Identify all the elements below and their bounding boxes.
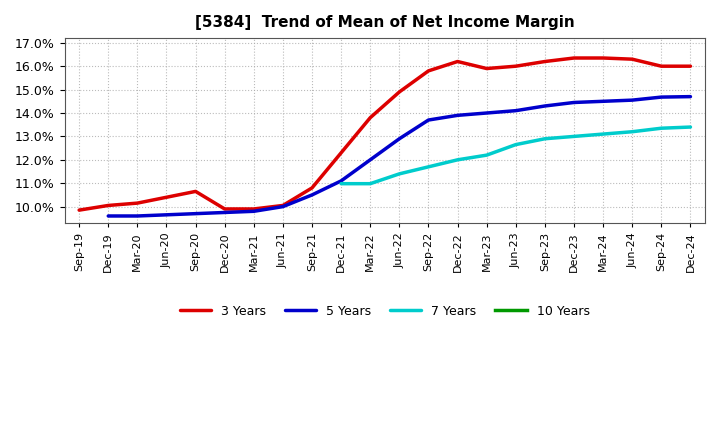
3 Years	[482, 66, 491, 71]
7 Years	[686, 125, 695, 130]
5 Years	[395, 136, 404, 141]
5 Years	[511, 108, 520, 114]
7 Years	[454, 157, 462, 162]
5 Years	[541, 103, 549, 109]
5 Years	[599, 99, 608, 104]
5 Years	[307, 192, 316, 198]
Title: [5384]  Trend of Mean of Net Income Margin: [5384] Trend of Mean of Net Income Margi…	[195, 15, 575, 30]
5 Years	[686, 94, 695, 99]
5 Years	[220, 210, 229, 215]
5 Years	[424, 117, 433, 123]
3 Years	[657, 63, 666, 69]
7 Years	[337, 181, 346, 186]
3 Years	[454, 59, 462, 64]
5 Years	[250, 209, 258, 214]
3 Years	[337, 150, 346, 155]
3 Years	[162, 194, 171, 200]
5 Years	[279, 204, 287, 209]
5 Years	[482, 110, 491, 116]
3 Years	[133, 201, 142, 206]
Line: 7 Years: 7 Years	[341, 127, 690, 183]
7 Years	[657, 125, 666, 131]
3 Years	[366, 115, 374, 120]
5 Years	[133, 213, 142, 219]
7 Years	[570, 134, 578, 139]
7 Years	[395, 171, 404, 176]
3 Years	[220, 206, 229, 212]
3 Years	[250, 206, 258, 212]
7 Years	[424, 164, 433, 169]
3 Years	[628, 56, 636, 62]
5 Years	[628, 98, 636, 103]
3 Years	[104, 203, 112, 208]
3 Years	[395, 89, 404, 95]
Line: 5 Years: 5 Years	[108, 97, 690, 216]
5 Years	[570, 100, 578, 105]
3 Years	[511, 63, 520, 69]
3 Years	[307, 185, 316, 191]
3 Years	[424, 68, 433, 73]
5 Years	[337, 178, 346, 183]
3 Years	[279, 203, 287, 208]
5 Years	[104, 213, 112, 219]
5 Years	[162, 212, 171, 217]
3 Years	[599, 55, 608, 61]
7 Years	[541, 136, 549, 141]
3 Years	[75, 208, 84, 213]
5 Years	[454, 113, 462, 118]
5 Years	[366, 157, 374, 162]
7 Years	[482, 153, 491, 158]
3 Years	[541, 59, 549, 64]
3 Years	[686, 63, 695, 69]
7 Years	[511, 142, 520, 147]
7 Years	[366, 181, 374, 186]
Legend: 3 Years, 5 Years, 7 Years, 10 Years: 3 Years, 5 Years, 7 Years, 10 Years	[175, 300, 595, 323]
3 Years	[192, 189, 200, 194]
Line: 3 Years: 3 Years	[79, 58, 690, 210]
7 Years	[628, 129, 636, 134]
3 Years	[570, 55, 578, 61]
5 Years	[657, 95, 666, 100]
7 Years	[599, 132, 608, 137]
5 Years	[192, 211, 200, 216]
